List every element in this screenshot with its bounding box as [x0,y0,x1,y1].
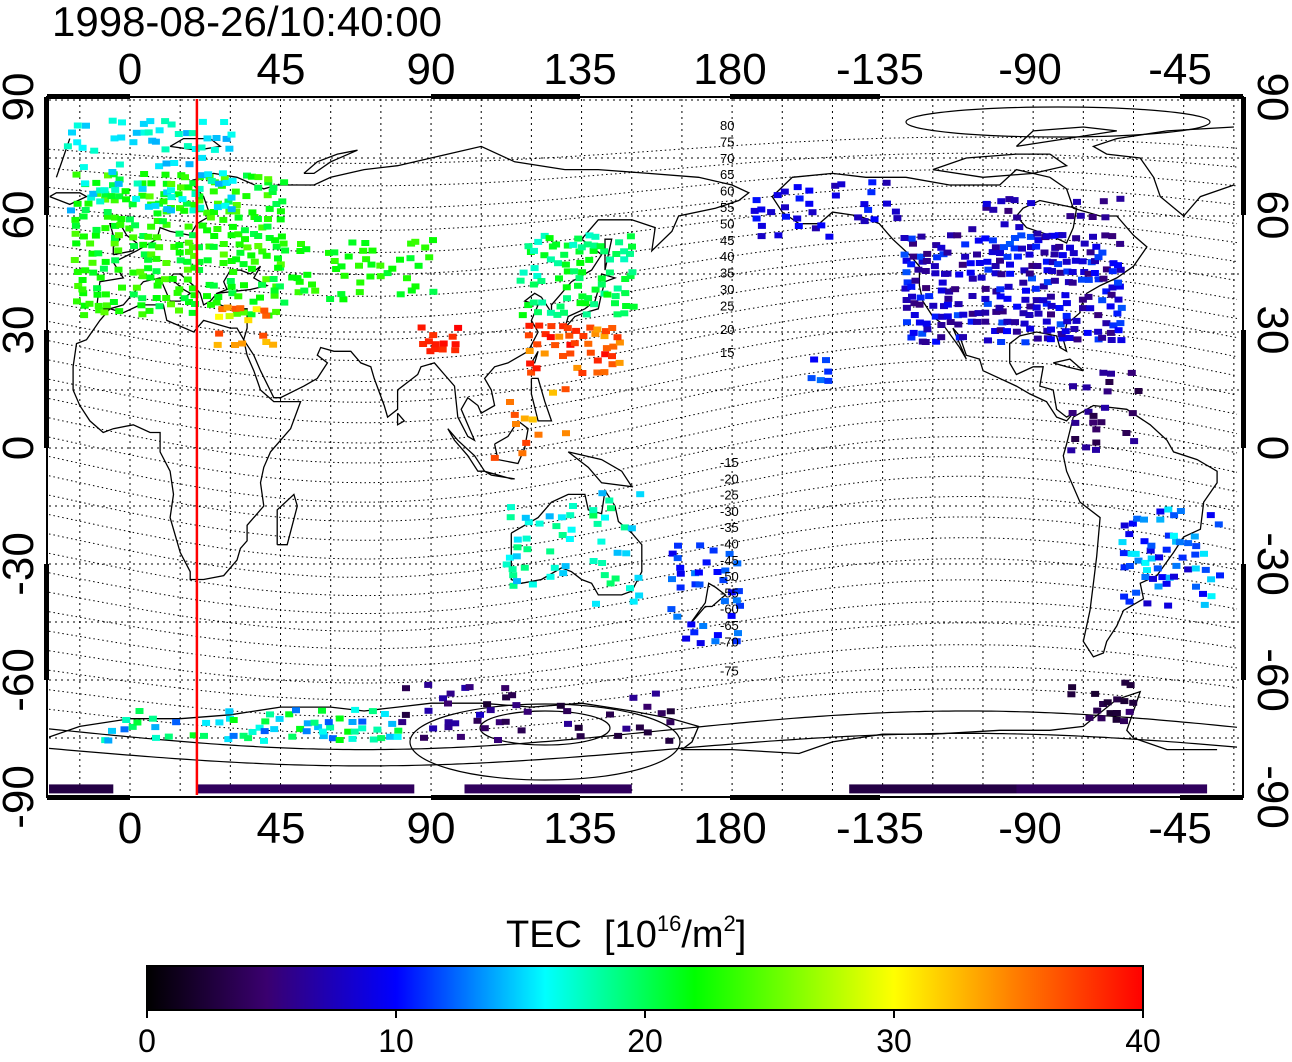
geomag-label: 20 [720,322,734,337]
geomag-label: -25 [720,488,739,503]
timestamp-label: 1998-08-26/10:40:00 [52,0,442,45]
lat-tick-label: 90 [0,73,43,122]
colorbar-tick-label: 0 [138,1023,156,1057]
lat-tick-label: 0 [0,436,43,460]
lon-tick-label: 45 [257,804,306,853]
lat-tick-label: 30 [0,306,43,355]
lat-tick-label: -90 [0,765,43,829]
colorbar [146,965,1144,1011]
lat-tick-label: 60 [1248,191,1292,240]
lat-tick-label: -60 [1248,648,1292,712]
geomag-label: -45 [720,553,739,568]
geomag-label: 25 [720,298,734,313]
geomag-label: 55 [720,200,734,215]
geomag-label: 35 [720,266,734,281]
lon-tick-label: -90 [998,45,1062,94]
lon-tick-label: 0 [118,45,142,94]
lon-tick-label: 135 [543,45,616,94]
geomag-label: 65 [720,167,734,182]
lat-tick-labels-right: 90 60 30 0 -30 -60 -90 [1248,73,1292,829]
tec-observations [49,117,1224,794]
geomag-label: 60 [720,184,734,199]
lon-tick-labels-top: 0 45 90 135 180 -135 -90 -45 [118,45,1212,94]
geomag-label: 70 [720,151,734,166]
colorbar-title: TEC [1016/m2] [506,911,746,956]
frame-tick-bars [44,94,1246,800]
lat-tick-label: -30 [1248,532,1292,596]
geomag-label: 45 [720,233,734,248]
colorbar-tick-label: 20 [627,1023,663,1057]
lon-tick-label: -90 [998,804,1062,853]
lat-tick-labels-left: 90 60 30 0 -30 -60 -90 [0,73,43,829]
lon-tick-label: -45 [1148,804,1212,853]
colorbar-tick-label: 30 [876,1023,912,1057]
lon-tick-label: 90 [407,45,456,94]
lat-tick-label: -30 [0,532,43,596]
lat-tick-label: 0 [1248,436,1292,460]
geomag-label: -20 [720,471,739,486]
lat-tick-label: 60 [0,191,43,240]
geomag-label: -30 [720,504,739,519]
geomag-label: -15 [720,455,739,470]
lat-tick-label: 90 [1248,73,1292,122]
geomag-label: -40 [720,537,739,552]
geomag-label: -55 [720,585,739,600]
colorbar-ticks: 0 10 20 30 40 [138,1010,1161,1059]
lon-tick-label: 180 [693,804,766,853]
lat-tick-label: -90 [1248,765,1292,829]
geomag-label: -35 [720,520,739,535]
lon-tick-label: 45 [257,45,306,94]
geomag-label: 75 [720,134,734,149]
lat-tick-label: 30 [1248,306,1292,355]
geomag-label: -60 [720,602,739,617]
geomag-label: 30 [720,282,734,297]
geomag-label: 40 [720,249,734,264]
geomag-label: -65 [720,618,739,633]
lat-tick-label: -60 [0,648,43,712]
lon-tick-labels-bottom: 0 45 90 135 180 -135 -90 -45 [118,804,1212,853]
coastlines [49,126,1235,755]
lon-tick-label: -135 [836,45,924,94]
geomag-label: -70 [720,634,739,649]
lon-tick-label: -135 [836,804,924,853]
geomag-label: -50 [720,569,739,584]
colorbar-tick-label: 40 [1125,1023,1161,1057]
geomag-label: 15 [720,345,734,360]
geomag-label: 50 [720,216,734,231]
lon-tick-label: 135 [543,804,616,853]
lon-tick-label: 180 [693,45,766,94]
geomag-label: 80 [720,118,734,133]
lon-tick-label: 90 [407,804,456,853]
geomag-label: -75 [720,664,739,679]
colorbar-tick-label: 10 [378,1023,414,1057]
lon-tick-label: -45 [1148,45,1212,94]
lon-tick-label: 0 [118,804,142,853]
